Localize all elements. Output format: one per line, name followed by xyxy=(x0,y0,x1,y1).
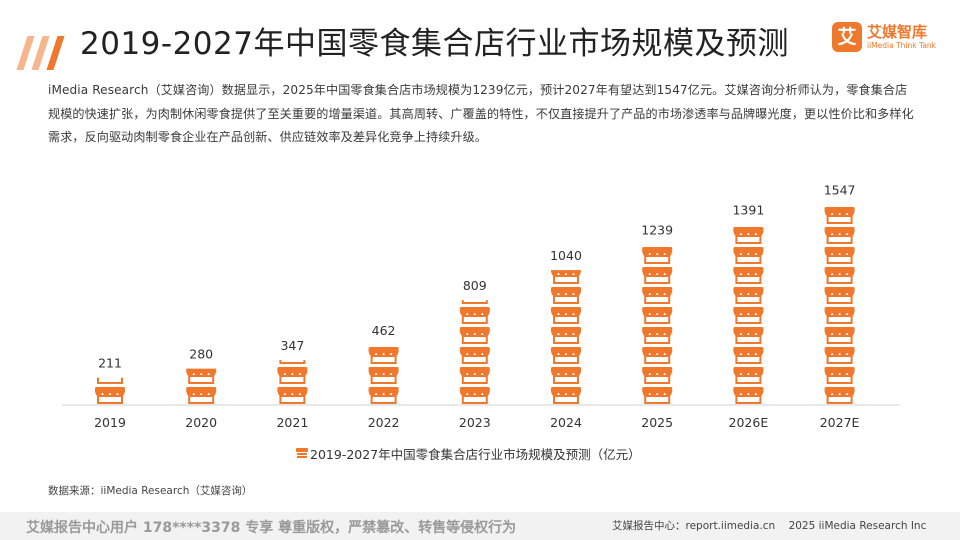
store-awning-icon xyxy=(296,448,308,458)
x-tick-label: 2027E xyxy=(820,415,860,430)
data-label: 1391 xyxy=(732,203,764,218)
x-tick-label: 2023 xyxy=(459,415,491,430)
bar-2025 xyxy=(642,247,673,404)
data-label: 1239 xyxy=(641,222,673,237)
x-tick-label: 2019 xyxy=(94,415,126,430)
x-tick-label: 2020 xyxy=(185,415,217,430)
data-source: 数据来源：iiMedia Research（艾媒咨询） xyxy=(48,485,253,497)
logo-subtitle: iiMedia Think Tank xyxy=(867,41,937,50)
copyright-text: 2025 iiMedia Research Inc xyxy=(788,520,927,532)
bar-icon-stack xyxy=(368,347,399,404)
x-tick-label: 2026E xyxy=(729,415,769,430)
page-title: 2019-2027年中国零食集合店行业市场规模及预测 xyxy=(80,26,789,62)
bar-icon-stack xyxy=(642,247,673,404)
bar-icon-stack xyxy=(824,207,855,404)
x-tick-label: 2022 xyxy=(368,415,400,430)
x-tick-label: 2021 xyxy=(276,415,308,430)
data-label: 280 xyxy=(189,347,213,362)
data-label: 1040 xyxy=(550,248,582,263)
bar-2019 xyxy=(95,377,125,404)
data-label: 1547 xyxy=(824,182,856,197)
data-label: 462 xyxy=(372,323,396,338)
data-label: 347 xyxy=(280,338,304,353)
bar-icon-stack xyxy=(459,300,490,404)
bar-2027E xyxy=(824,207,855,404)
footer: 艾媒报告中心用户 178****3378 专享 尊重版权，严禁篡改、转售等侵权行… xyxy=(0,512,960,540)
data-label: 809 xyxy=(463,278,487,293)
bar-2026E xyxy=(733,227,764,404)
bar-2023 xyxy=(459,300,490,404)
x-tick-label: 2024 xyxy=(550,415,582,430)
bar-2024 xyxy=(551,270,581,404)
data-label: 211 xyxy=(98,356,122,371)
iimedia-logo: 艾 艾媒智库 iiMedia Think Tank xyxy=(832,22,944,56)
logo-text: 艾媒智库 xyxy=(867,23,928,41)
logo-mark-icon: 艾 xyxy=(832,22,862,52)
chart-description: iMedia Research（艾媒咨询）数据显示，2025年中国零食集合店市场… xyxy=(48,83,914,144)
bar-2021 xyxy=(277,359,308,404)
bar-icon-stack xyxy=(95,377,125,404)
legend-label: 2019-2027年中国零食集合店行业市场规模及预测（亿元） xyxy=(310,447,641,462)
bar-icon-stack xyxy=(186,368,217,404)
footer-info: 艾媒报告中心：report.iimedia.cn 2025 iiMedia Re… xyxy=(612,518,936,533)
bar-2022 xyxy=(368,347,399,404)
bar-2020 xyxy=(186,368,217,404)
x-tick-label: 2025 xyxy=(641,415,673,430)
bar-icon-stack xyxy=(551,270,581,404)
bar-icon-stack xyxy=(277,359,308,404)
bar-icon-stack xyxy=(733,227,764,404)
copyright-watermark: 艾媒报告中心用户 178****3378 专享 尊重版权，严禁篡改、转售等侵权行… xyxy=(26,520,517,536)
report-center-link[interactable]: 艾媒报告中心：report.iimedia.cn xyxy=(612,520,776,532)
